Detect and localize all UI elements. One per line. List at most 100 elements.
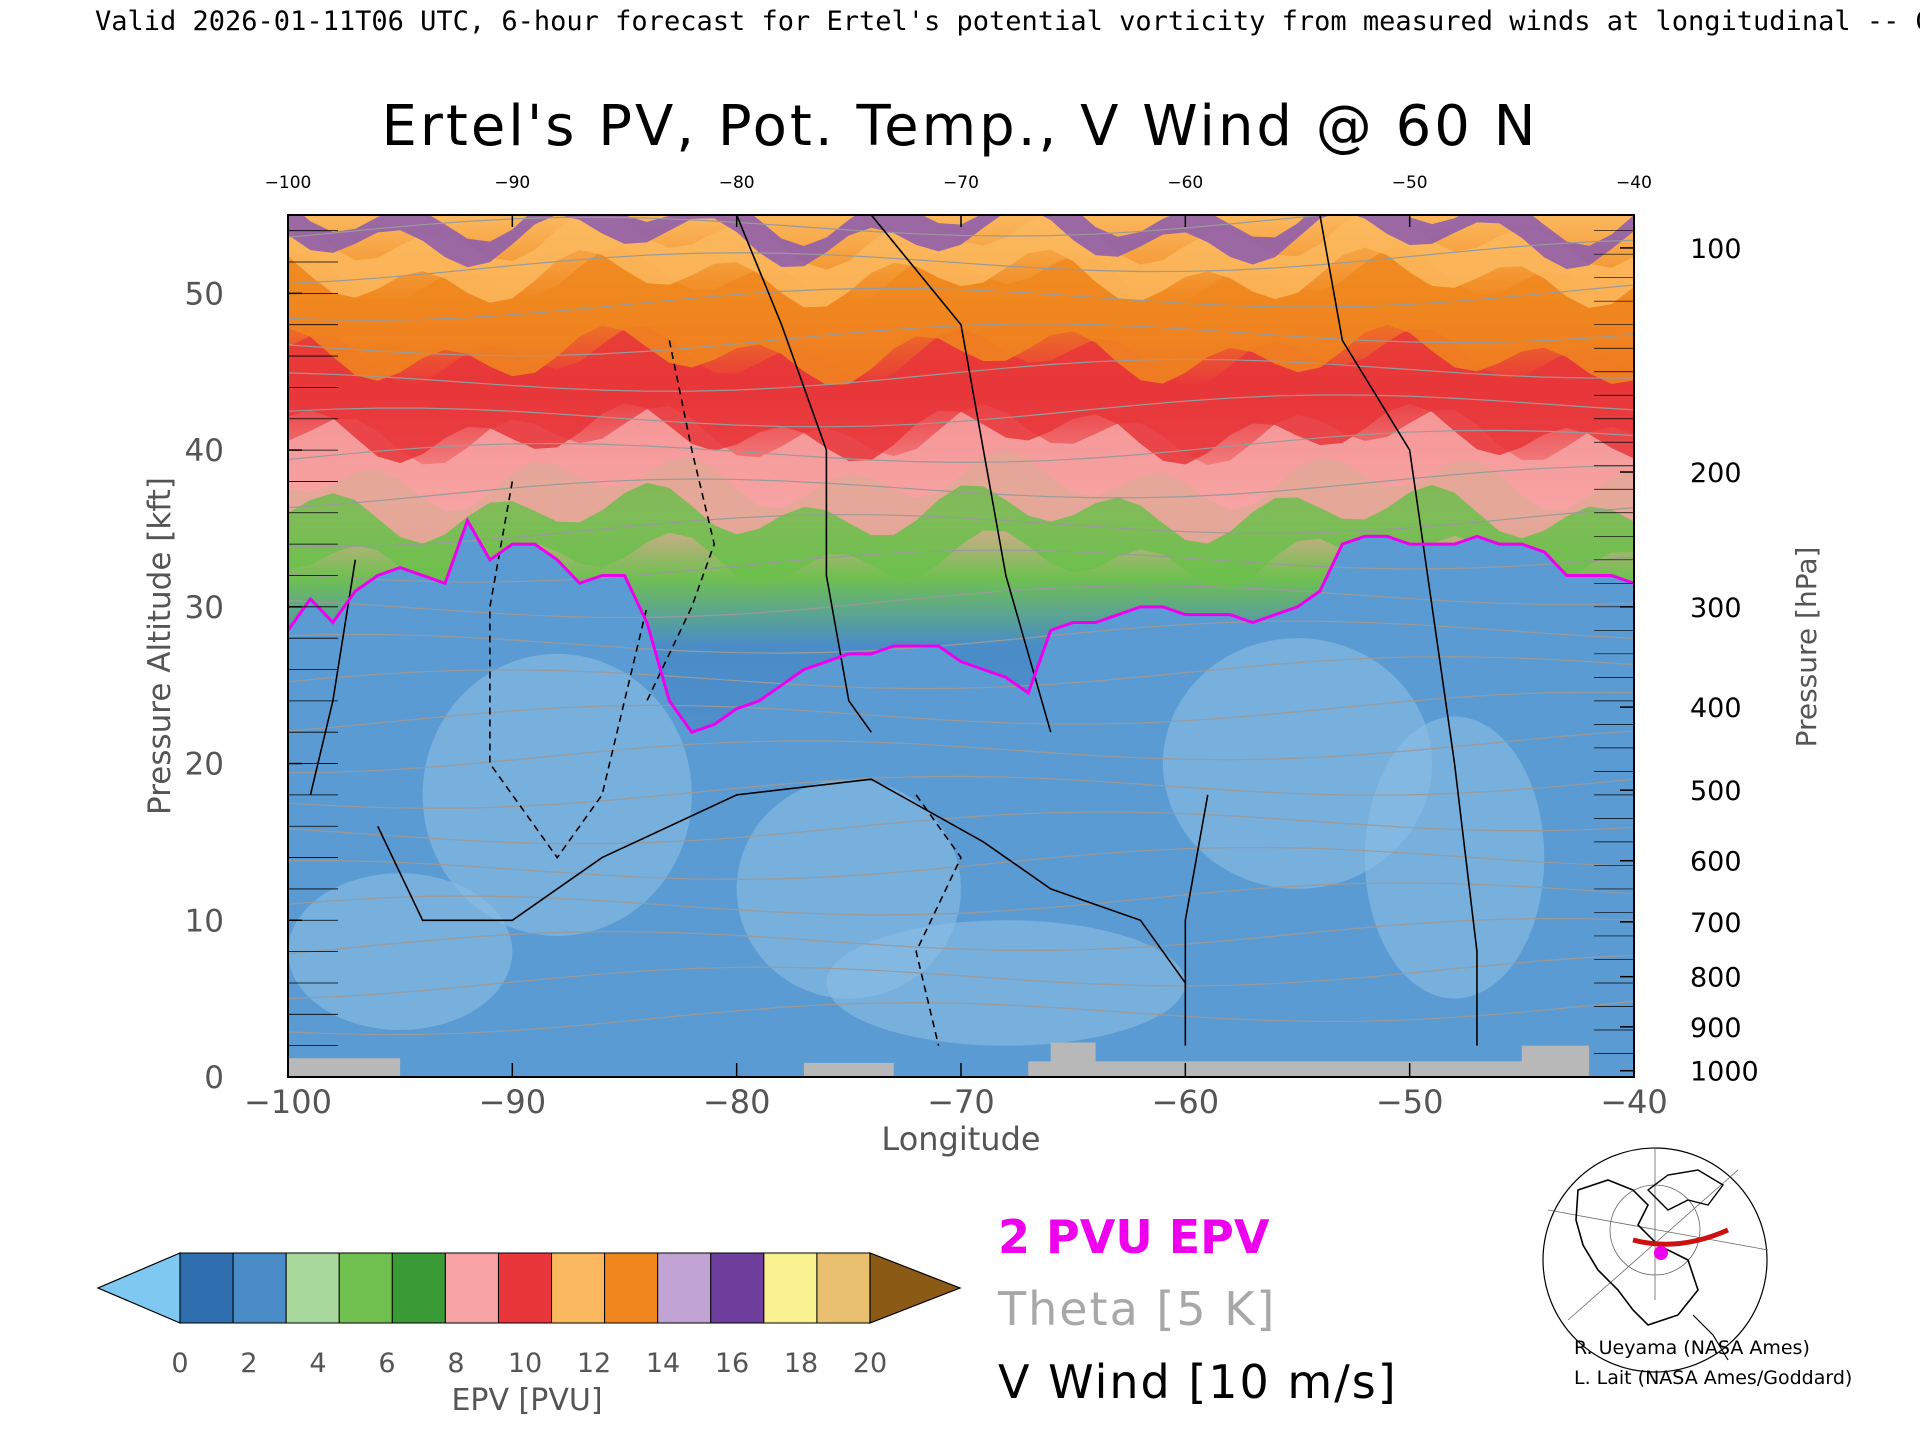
colorbar-tick-label: 20 [853,1348,887,1379]
theta-contour [288,620,1634,654]
x-top-tick-label: −70 [943,173,979,193]
x-tick-label: −90 [479,1083,547,1121]
theta-contour [288,284,1634,321]
x-tick-label: −60 [1152,1083,1220,1121]
theta-contour [288,775,1634,809]
troposphere-patch [288,873,513,1030]
theta-contour [288,429,1634,463]
x-top-tick-label: −60 [1167,173,1203,193]
theta-contour [288,585,1634,619]
theta-contour [288,917,1634,955]
x-top-tick-label: −80 [719,173,755,193]
terrain-block [803,1062,894,1077]
inset-location-marker [1654,1246,1668,1260]
x-tick-label: −50 [1376,1083,1444,1121]
y-tick-label: 10 [185,903,224,939]
theta-contour [288,691,1634,732]
colorbar-tick-label: 12 [577,1348,611,1379]
colorbar-segment [551,1252,606,1324]
x-top-tick-label: −50 [1392,173,1428,193]
y-axis-left: 0 10 20 30 40 50 [185,230,338,1096]
theta-contour [288,882,1634,916]
colorbar-segment [657,1252,712,1324]
credit-line-1: R. Ueyama (NASA Ames) [1574,1337,1810,1359]
colorbar-tick-label: 6 [378,1348,395,1379]
pressure-tick-label: 400 [1690,693,1742,724]
theta-contour [288,239,1634,285]
y-tick-label: 20 [185,747,224,783]
v-wind-contour [489,481,648,859]
pressure-tick-label: 100 [1690,234,1742,265]
x-axis-bottom: −100 −90 −80 −70 −60 −50 −40 [244,1063,1668,1121]
colorbar-tick-label: 8 [447,1348,464,1379]
y-tick-label: 30 [185,590,224,626]
plot-area [288,215,1634,1077]
x-top-tick-label: −90 [494,173,530,193]
colorbar-tick-label: 10 [508,1348,542,1379]
terrain-block [288,1058,401,1077]
pressure-tick-label: 800 [1690,963,1742,994]
v-wind-contour [377,778,1186,984]
theta-contour [288,549,1634,583]
pressure-tick-label: 1000 [1690,1057,1759,1088]
colorbar-tick-label: 14 [646,1348,680,1379]
theta-contour [288,507,1634,548]
chart-title: Ertel's PV, Pot. Temp., V Wind @ 60 N [381,94,1538,159]
terrain-block [1521,1045,1590,1077]
x-top-tick-label: −40 [1616,173,1652,193]
pressure-tick-label: 500 [1690,776,1742,807]
v-wind-contour [870,215,1052,733]
legend-wind-line: V Wind [10 m/s] [998,1355,1398,1409]
v-wind-contour [1319,215,1478,1046]
x-tick-label: −70 [927,1083,995,1121]
terrain-block [1028,1061,1567,1077]
band-orange [288,247,1634,385]
theta-contour [288,1000,1634,1036]
colorbar-tick-label: 0 [171,1348,188,1379]
legend-theta-line: Theta [5 K] [997,1282,1276,1336]
colorbar-segment [179,1252,234,1324]
theta-contour [288,954,1634,1000]
colorbar-over-arrow [869,1252,962,1324]
y-tick-label: 50 [185,276,224,312]
band-purple [288,215,1634,270]
band-pink [288,404,1634,544]
colorbar-segment [444,1252,499,1324]
x-tick-label: −80 [703,1083,771,1121]
colorbar-tick-label: 4 [309,1348,326,1379]
theta-contour [288,656,1634,690]
pressure-tick-label: 200 [1690,458,1742,489]
pressure-tick-label: 700 [1690,908,1742,939]
colorbar-segment [391,1252,446,1324]
y-axis-label-right: Pressure [hPa] [1790,547,1823,748]
theta-contour [288,465,1634,509]
colorbar-tick-label: 2 [240,1348,257,1379]
troposphere-patch [826,920,1186,1046]
x-axis-label: Longitude [881,1120,1040,1158]
colorbar-segment [338,1252,393,1324]
troposphere-patch [1364,716,1545,999]
colorbar-segment [232,1252,287,1324]
colorbar-under-arrow [96,1252,181,1324]
epv-color-bands [288,215,1634,1077]
v-wind-contour [646,340,716,702]
colorbar-segment [763,1252,818,1324]
theta-contour [288,730,1634,774]
x-tick-label: −40 [1600,1083,1668,1121]
y-tick-label: 0 [204,1060,224,1096]
epv-2pvu-contour [288,517,1634,734]
v-wind-contour [1184,794,1209,1046]
terrain-block [1050,1042,1096,1077]
credit-line-2: L. Lait (NASA Ames/Goddard) [1574,1367,1852,1389]
colorbar-label: EPV [PVU] [451,1383,602,1418]
theta-contour [288,811,1634,845]
terrain-mask [288,1042,1590,1077]
colorbar-tick-label: 18 [784,1348,818,1379]
colorbar-segment [285,1252,340,1324]
colorbar-segment [816,1252,871,1324]
x-axis-top: −100 −90 −80 −70 −60 −50 −40 [265,173,1652,227]
theta-contour [288,394,1634,428]
pressure-tick-label: 600 [1690,847,1742,878]
y-axis-label-left: Pressure Altitude [kft] [142,477,178,815]
